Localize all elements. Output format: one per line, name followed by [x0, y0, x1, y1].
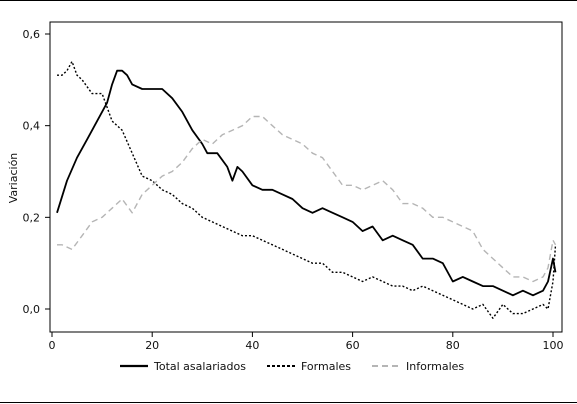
- legend: Total asalariados Formales Informales: [120, 360, 464, 373]
- plot-frame: [49, 21, 563, 333]
- series-line-3: [57, 115, 557, 283]
- legend-label-3: Informales: [406, 360, 464, 373]
- y-tick-label: 0,2: [23, 211, 41, 224]
- x-axis: 0 20 40 60 80 100: [49, 332, 564, 352]
- x-tick-label: 0: [49, 339, 56, 352]
- y-tick-label: 0,0: [23, 303, 41, 316]
- y-axis-title: Variación: [7, 153, 20, 204]
- x-tick-label: 20: [145, 339, 159, 352]
- series-line-1: [56, 69, 557, 297]
- y-tick-label: 0,4: [23, 120, 41, 133]
- y-tick-label: 0,6: [23, 28, 41, 41]
- x-tick-label: 60: [346, 339, 360, 352]
- series-lines: [56, 60, 557, 319]
- legend-label-2: Formales: [301, 360, 351, 373]
- series-line-2: [57, 60, 557, 319]
- x-tick-label: 100: [543, 339, 564, 352]
- x-tick-label: 80: [446, 339, 460, 352]
- y-axis: 0,0 0,2 0,4 0,6: [23, 28, 50, 316]
- x-tick-label: 40: [245, 339, 259, 352]
- legend-label-1: Total asalariados: [153, 360, 246, 373]
